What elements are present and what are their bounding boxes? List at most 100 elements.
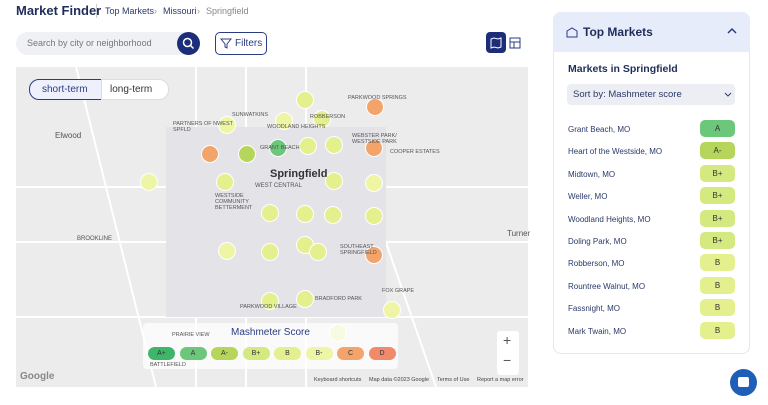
grade-pill: B+ bbox=[700, 232, 735, 249]
market-marker[interactable] bbox=[313, 110, 331, 128]
market-name[interactable]: Grant Beach, MO bbox=[568, 125, 631, 134]
map-label: Fox Grape bbox=[382, 288, 415, 294]
market-marker[interactable] bbox=[325, 136, 343, 154]
market-marker[interactable] bbox=[261, 204, 279, 222]
market-marker[interactable] bbox=[140, 173, 158, 191]
sort-select[interactable] bbox=[567, 84, 735, 105]
map-label: Sunwatkins bbox=[232, 112, 269, 118]
sidebar bbox=[553, 12, 750, 354]
market-name[interactable]: Robberson, MO bbox=[568, 259, 625, 269]
divider bbox=[96, 4, 97, 18]
market-marker[interactable] bbox=[299, 137, 317, 155]
market-marker[interactable] bbox=[216, 173, 234, 191]
grade-pill: A bbox=[700, 120, 735, 137]
legend-pill: C bbox=[337, 347, 364, 360]
map[interactable] bbox=[16, 67, 528, 387]
market-marker[interactable] bbox=[383, 301, 401, 319]
market-marker[interactable] bbox=[261, 243, 279, 261]
market-marker[interactable] bbox=[325, 172, 343, 190]
map-label: Robberson bbox=[310, 114, 346, 120]
map-label: Partners of Nwest Spfld bbox=[173, 121, 233, 133]
map-label: Webster Park/ Westside Park bbox=[352, 133, 397, 145]
footer-link[interactable]: Keyboard shortcuts bbox=[314, 377, 362, 383]
market-marker[interactable] bbox=[238, 145, 256, 163]
grade-pill: B+ bbox=[700, 209, 735, 227]
market-marker[interactable] bbox=[218, 116, 236, 134]
legend-pill: A- bbox=[211, 347, 238, 360]
dropdown-icon bbox=[724, 92, 732, 97]
grade-pill: B+ bbox=[700, 187, 735, 205]
market-name[interactable]: Mark Twain, MO bbox=[568, 326, 627, 336]
market-marker[interactable] bbox=[296, 290, 314, 308]
footer-link[interactable]: Terms of Use bbox=[437, 377, 470, 383]
market-marker[interactable] bbox=[269, 139, 287, 157]
grid-view-button[interactable] bbox=[509, 37, 521, 49]
breadcrumb[interactable]: Top Markets bbox=[105, 6, 155, 16]
map-logo: Google bbox=[20, 371, 55, 382]
market-marker[interactable] bbox=[261, 292, 279, 310]
separator: › bbox=[154, 6, 157, 16]
sidebar-title: Top Markets bbox=[583, 25, 653, 39]
map-label: West Central bbox=[255, 183, 302, 189]
legend-pill: D bbox=[368, 347, 396, 360]
toggle-label: short-term bbox=[42, 84, 88, 95]
chat-button[interactable] bbox=[730, 369, 757, 396]
grade-pill: B+ bbox=[700, 164, 735, 182]
market-marker[interactable] bbox=[218, 242, 236, 260]
collapse-icon[interactable] bbox=[727, 27, 737, 35]
market-marker[interactable] bbox=[309, 243, 327, 261]
filters-button[interactable] bbox=[215, 32, 267, 55]
market-marker[interactable] bbox=[275, 112, 293, 130]
market-name[interactable]: Heart of the Westside, MO bbox=[568, 147, 663, 157]
breadcrumb: Springfield bbox=[206, 6, 249, 16]
legend-pill: A bbox=[179, 347, 207, 360]
map-label: Turner bbox=[507, 229, 531, 238]
market-marker[interactable] bbox=[365, 246, 383, 264]
map-label: Parkwood Springs bbox=[348, 95, 407, 101]
market-name[interactable]: Fassnight, MO bbox=[568, 304, 621, 314]
map-label: Brookline bbox=[77, 236, 113, 242]
filters-label: Filters bbox=[235, 38, 263, 49]
map-label: Springfield bbox=[270, 168, 328, 180]
sidebar-header[interactable] bbox=[553, 12, 750, 52]
toggle-label: long-term bbox=[110, 84, 153, 95]
search-button[interactable] bbox=[177, 32, 200, 55]
market-marker[interactable] bbox=[201, 145, 219, 163]
footer-link[interactable]: Map data ©2023 Google bbox=[369, 377, 430, 383]
map-label: Bradford Park bbox=[315, 296, 362, 302]
zoom-control bbox=[497, 331, 519, 375]
grade-pill: B bbox=[700, 276, 735, 294]
legend-pill: B bbox=[274, 347, 301, 360]
zoom-in[interactable]: + bbox=[503, 332, 512, 348]
grade-pill: B bbox=[700, 254, 735, 272]
market-marker[interactable] bbox=[365, 174, 383, 192]
map-label: Southeast Springfield bbox=[340, 244, 377, 256]
map-label: Parkwood Village bbox=[240, 304, 297, 310]
market-marker[interactable] bbox=[366, 98, 384, 116]
search-box[interactable] bbox=[16, 32, 200, 55]
market-marker[interactable] bbox=[365, 139, 383, 157]
market-marker[interactable] bbox=[296, 205, 314, 223]
breadcrumb[interactable]: Missouri bbox=[163, 6, 197, 16]
market-marker[interactable] bbox=[365, 207, 383, 225]
app-title: Market Finder bbox=[16, 3, 102, 18]
market-marker[interactable] bbox=[296, 91, 314, 109]
market-name[interactable]: Weller, MO bbox=[568, 192, 608, 202]
zoom-out[interactable]: − bbox=[503, 352, 512, 368]
market-name[interactable]: Rountree Walnut, MO bbox=[568, 281, 646, 291]
legend-pill: B- bbox=[305, 347, 333, 360]
map-label: Woodland Heights bbox=[267, 124, 326, 130]
legend-title: Mashmeter Score bbox=[231, 327, 310, 338]
legend-pill: B+ bbox=[242, 347, 270, 360]
market-name[interactable]: Midtown, MO bbox=[568, 169, 616, 179]
grade-pill: A- bbox=[700, 142, 735, 160]
market-marker[interactable] bbox=[324, 206, 342, 224]
filter-icon bbox=[220, 38, 232, 49]
market-name[interactable]: Woodland Heights, MO bbox=[568, 214, 651, 224]
footer-link[interactable]: Report a map error bbox=[477, 377, 524, 383]
search-placeholder: Search by city or neighborhood bbox=[27, 38, 152, 48]
toggle-long-term[interactable] bbox=[101, 79, 169, 100]
building-icon bbox=[566, 27, 578, 38]
market-name[interactable]: Doling Park, MO bbox=[568, 237, 627, 246]
